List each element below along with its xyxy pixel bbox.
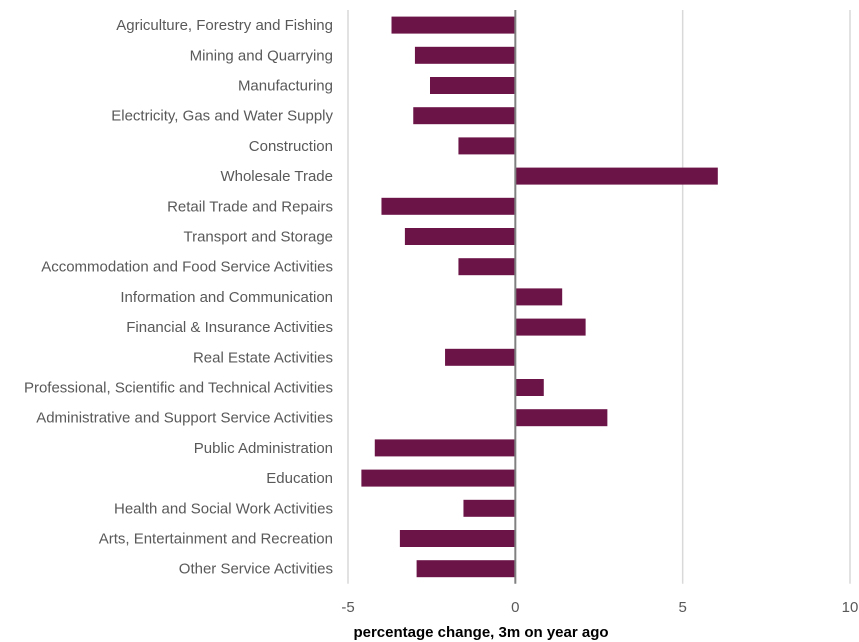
gridlines (347, 10, 851, 584)
bar-6 (381, 197, 516, 215)
bar-18 (416, 560, 516, 578)
category-label-0: Agriculture, Forestry and Fishing (116, 17, 333, 34)
bar-2 (429, 77, 516, 94)
category-label-1: Mining and Quarrying (190, 47, 333, 64)
bar-1 (414, 46, 516, 64)
bar-3 (413, 107, 516, 125)
category-label-17: Arts, Entertainment and Recreation (99, 531, 333, 548)
x-tick-labels: -5 0 5 10 (341, 599, 858, 616)
bar-9 (515, 288, 563, 306)
category-label-13: Administrative and Support Service Activ… (36, 410, 333, 427)
x-axis-title: percentage change, 3m on year ago (353, 624, 608, 641)
category-label-8: Accommodation and Food Service Activitie… (41, 259, 333, 276)
category-label-14: Public Administration (194, 440, 333, 457)
category-label-6: Retail Trade and Repairs (167, 198, 333, 215)
x-tick-label-3: 10 (842, 599, 859, 616)
category-label-18: Other Service Activities (179, 561, 333, 578)
category-label-10: Financial & Insurance Activities (126, 319, 333, 336)
bar-0 (391, 16, 516, 34)
category-label-4: Construction (249, 138, 333, 155)
x-tick-label-1: 0 (511, 599, 519, 616)
bar-10 (515, 318, 586, 336)
category-label-2: Manufacturing (238, 78, 333, 95)
bar-5 (515, 167, 718, 185)
category-label-9: Information and Communication (120, 289, 333, 306)
bars (361, 10, 718, 584)
category-labels: Agriculture, Forestry and Fishing Mining … (24, 17, 334, 578)
bar-14 (374, 439, 516, 457)
category-label-12: Professional, Scientific and Technical A… (24, 380, 333, 397)
bar-15 (361, 469, 516, 487)
x-tick-label-2: 5 (678, 599, 686, 616)
bar-8 (458, 258, 516, 276)
x-tick-label-0: -5 (341, 599, 354, 616)
bar-17 (399, 530, 516, 547)
bar-11 (445, 348, 516, 366)
category-label-7: Transport and Storage (183, 229, 333, 246)
category-label-5: Wholesale Trade (220, 168, 333, 185)
bar-16 (463, 499, 516, 517)
bar-12 (515, 379, 544, 396)
bar-13 (515, 409, 608, 427)
category-label-3: Electricity, Gas and Water Supply (111, 108, 333, 125)
category-label-11: Real Estate Activities (193, 349, 333, 366)
bar-7 (404, 228, 516, 245)
bar-4 (458, 137, 516, 155)
category-label-15: Education (266, 470, 333, 487)
category-label-16: Health and Social Work Activities (114, 500, 333, 517)
